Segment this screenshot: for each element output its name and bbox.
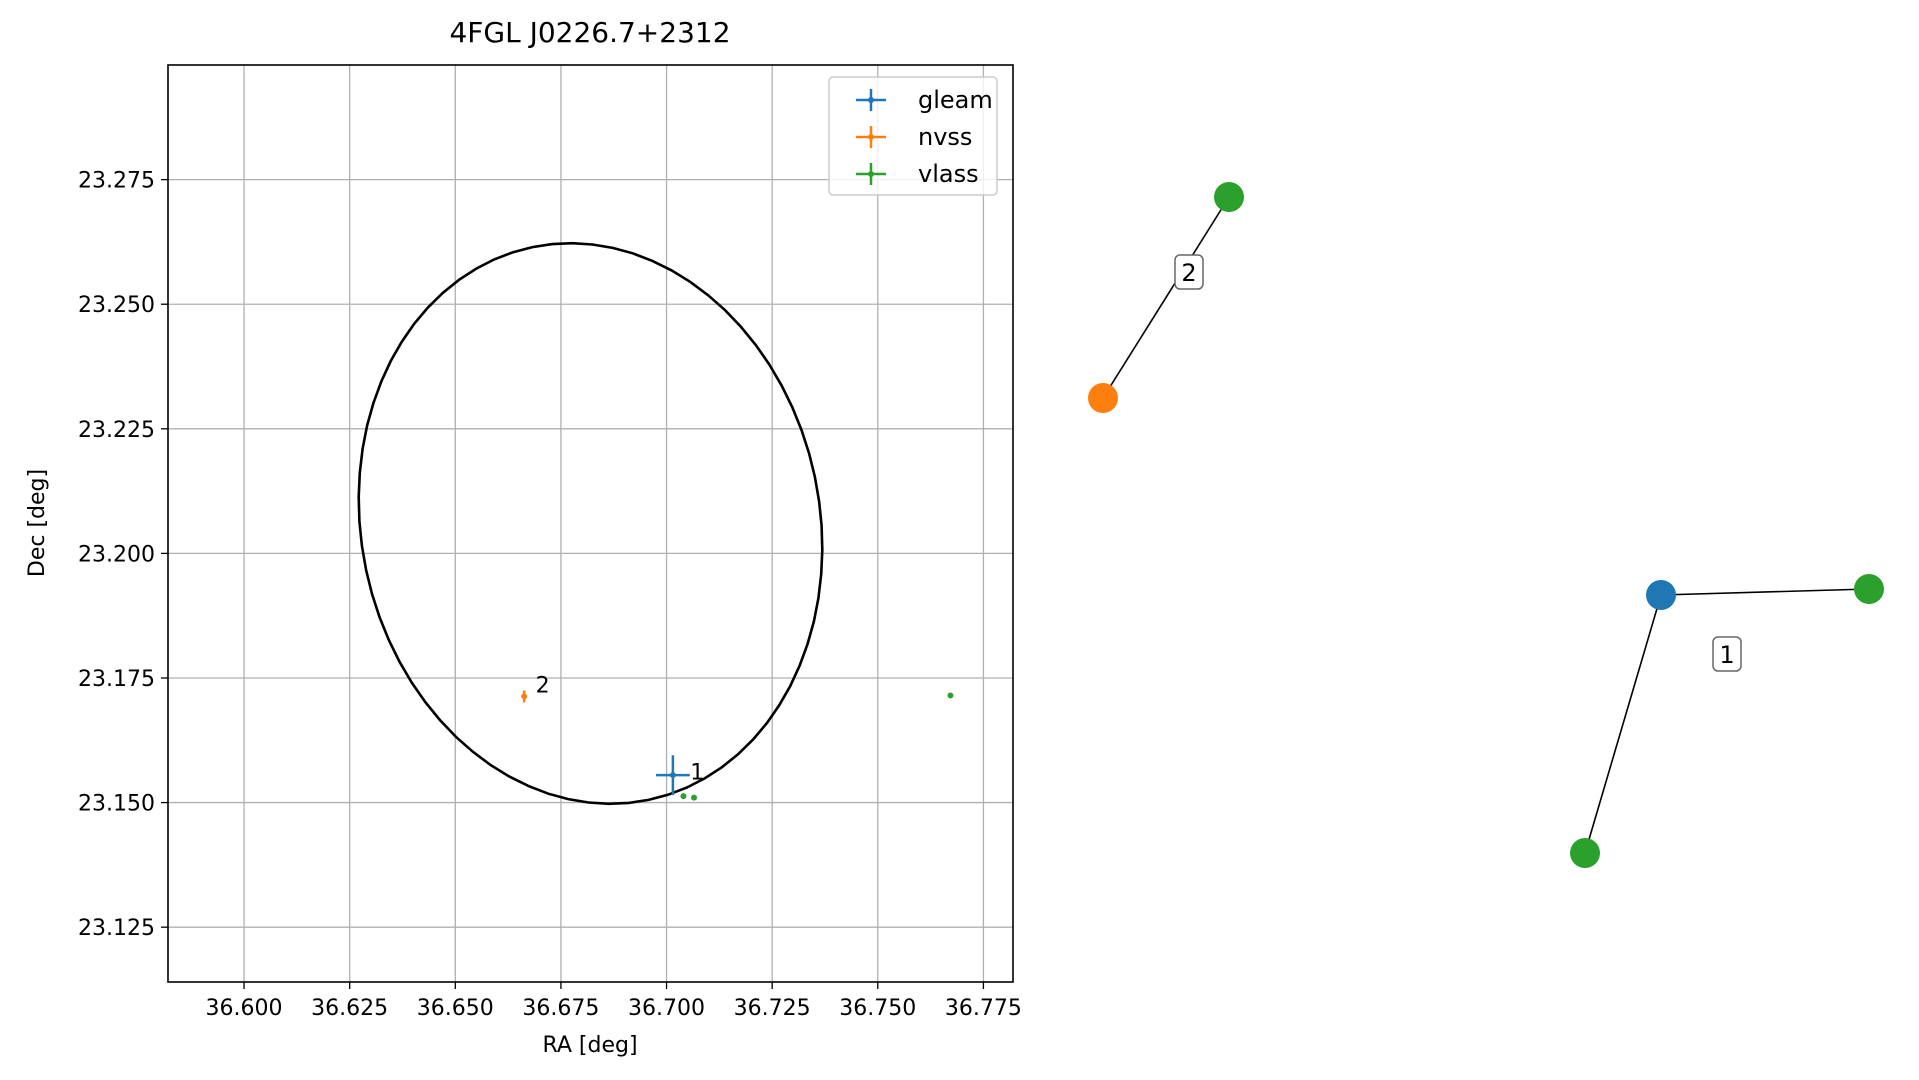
graph-edge — [1102, 196, 1230, 399]
y-axis-label: Dec [deg] — [25, 469, 50, 577]
vlass-point — [947, 692, 954, 699]
legend-entry-vlass: vlass — [856, 160, 979, 188]
edge-label-box — [1174, 254, 1204, 290]
x-tick-label: 36.775 — [945, 996, 1022, 1021]
point-annotations: 12 — [536, 673, 705, 785]
scatter-plot-panel: 4FGL J0226.7+2312 12 36.600 36.625 36.650 3… — [25, 16, 1022, 1058]
plot-frame — [167, 64, 1014, 983]
graph-edge — [1660, 588, 1870, 596]
match-graph-panel: 21 — [1088, 182, 1884, 868]
graph-edges — [1102, 196, 1870, 854]
nvss-point — [521, 690, 528, 703]
edge-label-box — [1712, 636, 1742, 672]
y-tick-label: 23.200 — [78, 542, 155, 567]
graph-node — [1570, 838, 1600, 868]
point-annotation: 1 — [690, 761, 704, 786]
graph-node — [1088, 383, 1118, 413]
graph-component-label: 1 — [1712, 636, 1742, 672]
y-tick-label: 23.275 — [78, 169, 155, 194]
legend-label: nvss — [918, 123, 972, 151]
vlass-point — [680, 793, 687, 800]
legend-entry-nvss: nvss — [856, 123, 972, 151]
graph-node — [1646, 580, 1676, 610]
x-tick-label: 36.600 — [206, 996, 283, 1021]
edge-label-text: 2 — [1181, 259, 1196, 287]
y-gridlines — [168, 178, 1013, 928]
x-tick-label: 36.700 — [628, 996, 705, 1021]
legend-entry-gleam: gleam — [856, 86, 993, 114]
legend: gleam nvss vlass — [828, 76, 998, 196]
x-tick-label: 36.675 — [522, 996, 599, 1021]
vlass-marker — [947, 692, 954, 699]
vlass-marker — [691, 794, 698, 801]
edge-label-text: 1 — [1719, 641, 1734, 669]
legend-swatch-marker — [868, 134, 874, 140]
legend-swatch-marker — [868, 171, 874, 177]
x-tick-label: 36.625 — [311, 996, 388, 1021]
x-tick-label: 36.750 — [839, 996, 916, 1021]
vlass-point — [691, 794, 698, 801]
y-axis-ticks: 23.125 23.150 23.175 23.200 23.225 23.250 23.2… — [78, 169, 168, 941]
chart-title: 4FGL J0226.7+2312 — [449, 16, 730, 49]
y-tick-label: 23.125 — [78, 916, 155, 941]
point-annotation: 2 — [536, 673, 550, 698]
legend-label: gleam — [918, 86, 993, 114]
legend-swatch-marker — [868, 97, 874, 103]
graph-component-label: 2 — [1174, 254, 1204, 290]
gleam-marker — [669, 772, 676, 779]
data-points — [521, 690, 954, 801]
nvss-marker — [521, 693, 528, 700]
graph-node — [1854, 574, 1884, 604]
y-tick-label: 23.225 — [78, 418, 155, 443]
ellipse-outline — [357, 241, 824, 806]
gleam-point — [655, 755, 690, 796]
y-tick-label: 23.175 — [78, 667, 155, 692]
legend-label: vlass — [918, 160, 979, 188]
localization-ellipse — [357, 241, 824, 806]
graph-node — [1214, 182, 1244, 212]
graph-edge-labels: 21 — [1174, 254, 1742, 672]
x-tick-label: 36.650 — [417, 996, 494, 1021]
y-tick-label: 23.250 — [78, 293, 155, 318]
x-axis-ticks: 36.600 36.625 36.650 36.675 36.700 36.725 36.7… — [206, 982, 1022, 1021]
graph-edge — [1584, 594, 1662, 854]
x-gridlines — [243, 65, 985, 982]
vlass-marker — [680, 793, 687, 800]
graph-nodes — [1088, 182, 1884, 868]
x-axis-label: RA [deg] — [542, 1033, 637, 1058]
x-tick-label: 36.725 — [734, 996, 811, 1021]
y-tick-label: 23.150 — [78, 792, 155, 817]
